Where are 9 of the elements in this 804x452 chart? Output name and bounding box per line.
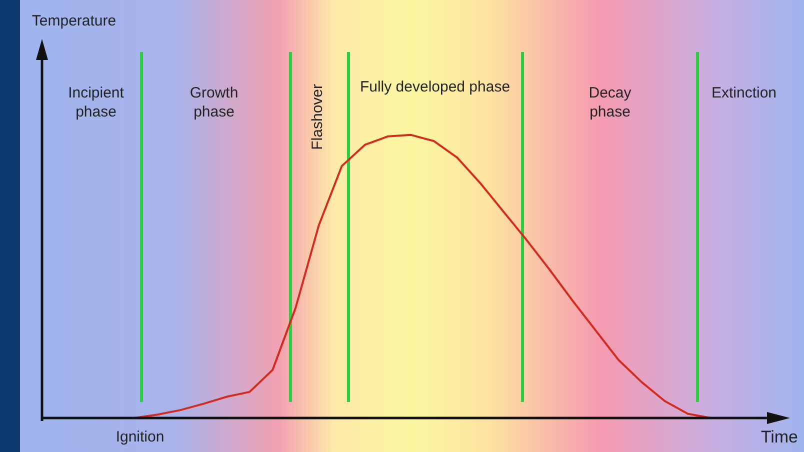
text: Incipient phase: [68, 84, 125, 121]
text: Extinction: [711, 84, 777, 102]
text: Ignition: [116, 428, 164, 446]
text: Decay phase: [588, 84, 632, 121]
text: Temperature: [32, 12, 116, 30]
text: Growth phase: [190, 84, 238, 121]
x-axis-title: Time: [760, 428, 798, 447]
text: Fully developed phase: [360, 78, 510, 96]
annotation: Flashover: [309, 84, 326, 150]
